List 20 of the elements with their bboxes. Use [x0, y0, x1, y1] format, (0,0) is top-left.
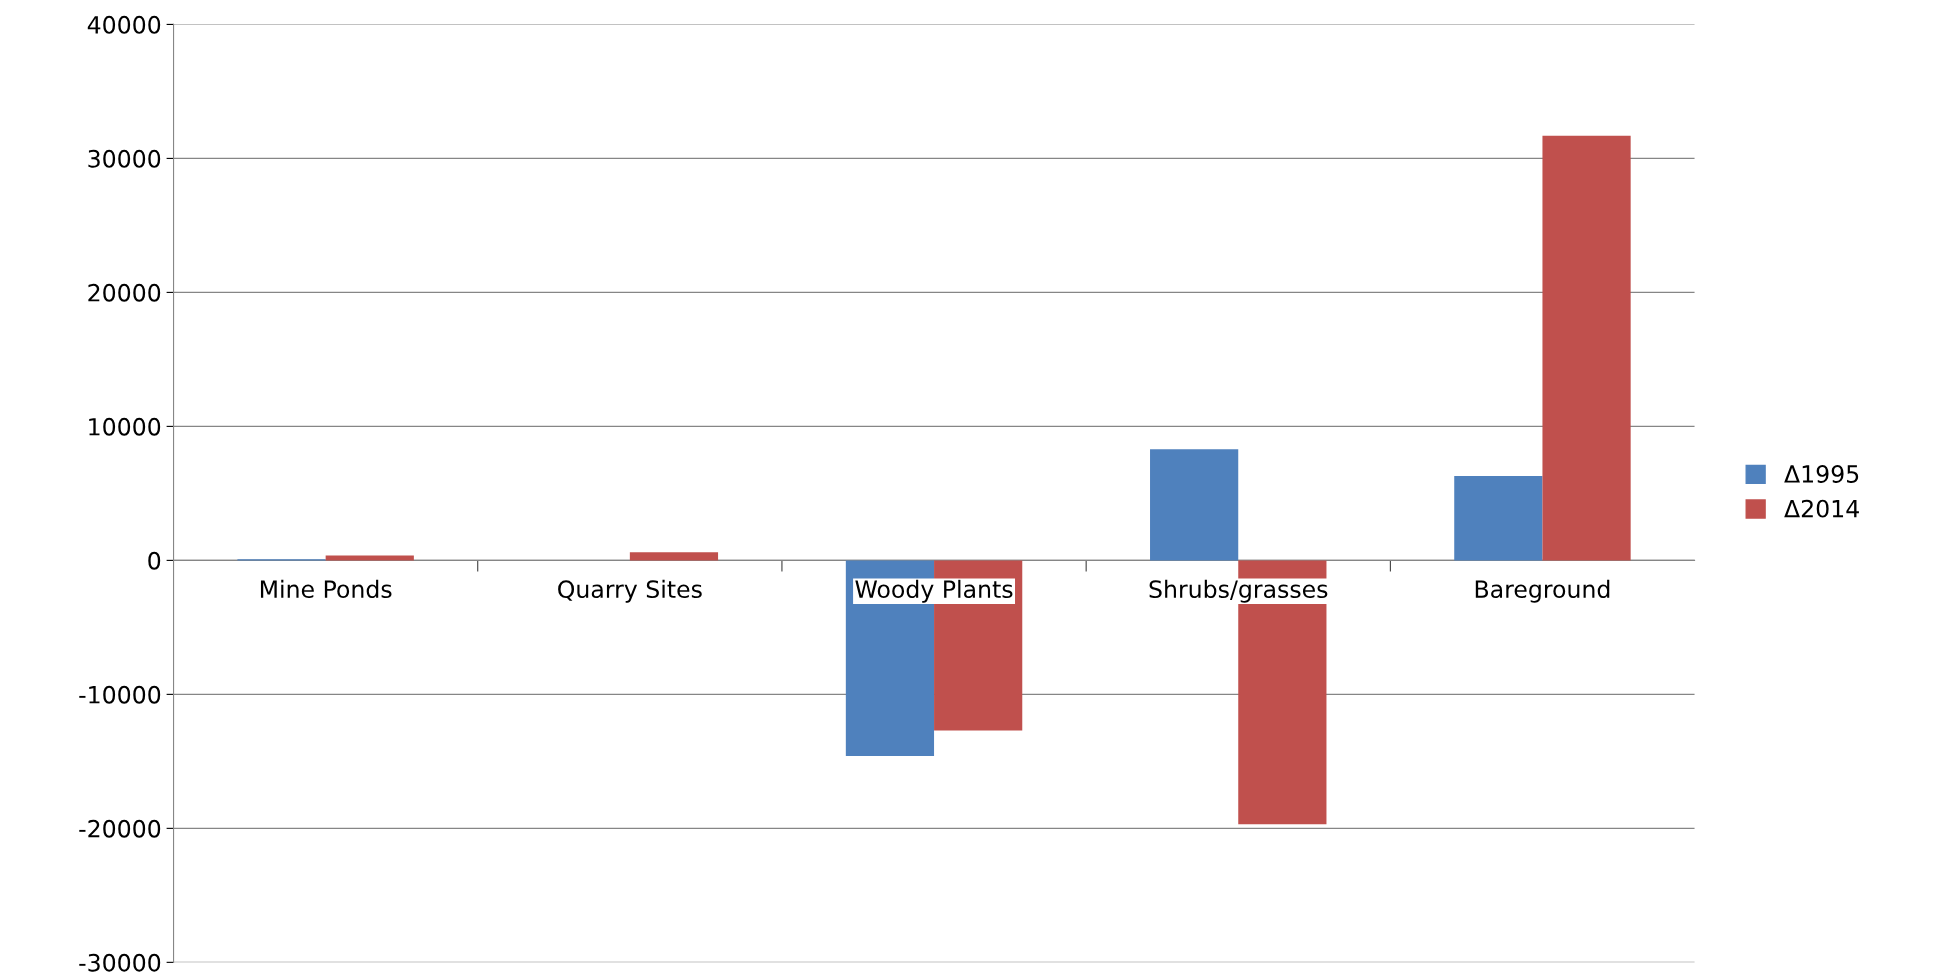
x-tick-label: Mine Ponds: [260, 579, 392, 599]
legend-label: Δ2014: [1784, 499, 1859, 518]
y-tick-label: 20000: [88, 283, 161, 302]
bar: [1542, 135, 1631, 561]
x-tick-label: Bareground: [1475, 579, 1610, 603]
y-tick-label: 40000: [87, 15, 161, 34]
bar: [1454, 475, 1543, 561]
x-tick-label: Quarry Sites: [558, 579, 702, 603]
y-tick-label: -20000: [79, 819, 161, 838]
y-tick-label: -30000: [79, 953, 161, 972]
y-tick-label: 10000: [89, 417, 161, 436]
y-tick-label: -10000: [79, 685, 161, 704]
legend-label: Δ1995: [1784, 465, 1859, 483]
bar: [325, 555, 414, 561]
bar: [629, 552, 719, 561]
bar: [1150, 449, 1239, 561]
y-tick-label: 30000: [88, 149, 161, 168]
x-tick-label: Shrubs/grasses: [1149, 579, 1328, 603]
x-tick-label: Woody Plants: [855, 579, 1013, 603]
y-tick-label: 0: [148, 551, 161, 570]
